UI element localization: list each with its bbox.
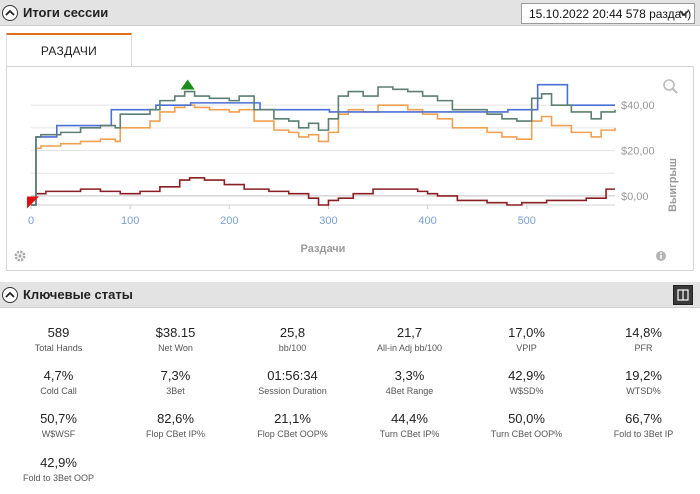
- stat-cell: 3,3% 4Bet Range: [351, 368, 468, 396]
- stat-label: WTSD%: [626, 386, 661, 396]
- stat-cell: 82,6% Flop CBet IP%: [117, 411, 234, 439]
- tab-hands[interactable]: РАЗДАЧИ: [6, 33, 132, 66]
- panel-layout-icon: [677, 289, 689, 301]
- panel-layout-button[interactable]: [673, 285, 693, 305]
- x-tick-label: 100: [121, 215, 139, 227]
- stat-cell: 42,9% W$SD%: [468, 368, 585, 396]
- stat-value: 19,2%: [625, 368, 662, 383]
- info-icon[interactable]: [656, 251, 666, 261]
- stat-label: 3Bet: [166, 386, 185, 396]
- x-tick-label: 200: [220, 215, 238, 227]
- stat-cell: 50,7% W$WSF: [0, 411, 117, 439]
- stat-value: 82,6%: [157, 411, 194, 426]
- stat-cell: 44,4% Turn CBet IP%: [351, 411, 468, 439]
- stat-cell: 589 Total Hands: [0, 325, 117, 353]
- x-axis-label: Раздачи: [301, 243, 346, 255]
- winnings-chart: 0 100 200 300 400 500 $0,00 $20,00 $40,00 Раздач…: [6, 66, 694, 271]
- stat-label: Turn CBet OOP%: [490, 429, 563, 439]
- stat-cell: 4,7% Cold Call: [0, 368, 117, 396]
- stat-label: bb/100: [278, 343, 307, 353]
- x-tick-label: 300: [319, 215, 337, 227]
- gear-icon[interactable]: [14, 250, 26, 262]
- stat-value: 4,7%: [43, 368, 74, 383]
- stat-label: Flop CBet IP%: [145, 429, 206, 439]
- x-tick-label: 400: [418, 215, 436, 227]
- series-line-2: [31, 83, 615, 206]
- stat-value: 50,7%: [40, 411, 77, 426]
- stat-value: 589: [47, 325, 70, 340]
- chevron-up-icon: [5, 9, 15, 16]
- stat-value: 01:56:34: [267, 368, 318, 383]
- marker-up-marker: [180, 79, 195, 90]
- session-summary-header: Итоги сессии 15.10.2022 20:44 578 раздач…: [0, 0, 700, 26]
- marker-down-marker: [26, 196, 39, 209]
- stat-label: All-in Adj bb/100: [376, 343, 443, 353]
- key-stats-title: Ключевые статы: [23, 287, 133, 302]
- y-axis-label: Выигрыш: [667, 158, 679, 212]
- session-selector[interactable]: 15.10.2022 20:44 578 раздач): [521, 3, 695, 24]
- x-tick-label: 0: [28, 215, 34, 227]
- collapse-stats-button[interactable]: [2, 287, 18, 303]
- stat-value: $38.15: [155, 325, 196, 340]
- chevron-up-icon: [5, 291, 15, 298]
- stat-label: Fold to 3Bet OOP: [22, 473, 95, 483]
- stat-cell: 66,7% Fold to 3Bet IP: [585, 411, 700, 439]
- stat-label: W$WSF: [41, 429, 76, 439]
- stat-value: 3,3%: [394, 368, 425, 383]
- stat-cell: $38.15 Net Won: [117, 325, 234, 353]
- stat-label: Flop CBet OOP%: [257, 429, 328, 439]
- stat-cell: 21,7 All-in Adj bb/100: [351, 325, 468, 353]
- stat-cell: 17,0% VPIP: [468, 325, 585, 353]
- stat-cell: 25,8 bb/100: [234, 325, 351, 353]
- stat-value: 7,3%: [160, 368, 191, 383]
- stat-value: 21,7: [396, 325, 423, 340]
- winnings-chart-svg: 0 100 200 300 400 500 $0,00 $20,00 $40,00 Раздач…: [14, 79, 679, 262]
- session-title: Итоги сессии: [23, 5, 109, 20]
- y-tick-label: $0,00: [621, 191, 649, 203]
- chevron-down-icon: [679, 10, 689, 17]
- stat-value: 66,7%: [625, 411, 662, 426]
- stat-cell: 50,0% Turn CBet OOP%: [468, 411, 585, 439]
- stat-value: 42,9%: [40, 455, 77, 470]
- stat-label: Cold Call: [40, 386, 77, 396]
- tab-bar: РАЗДАЧИ: [0, 27, 700, 66]
- stat-cell: 14,8% PFR: [585, 325, 700, 353]
- stat-cell: 21,1% Flop CBet OOP%: [234, 411, 351, 439]
- stat-label: Total Hands: [34, 343, 83, 353]
- series-line-3: [31, 176, 615, 206]
- stat-value: 17,0%: [508, 325, 545, 340]
- stat-cell: 42,9% Fold to 3Bet OOP: [0, 455, 117, 483]
- stat-value: 42,9%: [508, 368, 545, 383]
- stat-cell: 7,3% 3Bet: [117, 368, 234, 396]
- stat-label: PFR: [634, 343, 653, 353]
- magnifier-icon[interactable]: [663, 79, 678, 94]
- stat-value: 44,4%: [391, 411, 428, 426]
- stat-label: Net Won: [158, 343, 193, 353]
- stat-cell: 19,2% WTSD%: [585, 368, 700, 396]
- x-tick-label: 500: [518, 215, 536, 227]
- stat-label: 4Bet Range: [385, 386, 434, 396]
- series-line-1: [31, 104, 616, 206]
- stat-label: Turn CBet IP%: [379, 429, 440, 439]
- session-selector-value: 15.10.2022 20:44 578 раздач): [529, 7, 692, 21]
- stat-label: W$SD%: [509, 386, 544, 396]
- stat-value: 21,1%: [274, 411, 311, 426]
- stat-label: VPIP: [516, 343, 537, 353]
- stat-value: 25,8: [279, 325, 306, 340]
- key-stats-header: Ключевые статы: [0, 282, 700, 308]
- series-line-0: [31, 86, 616, 206]
- stat-value: 14,8%: [625, 325, 662, 340]
- stat-value: 50,0%: [508, 411, 545, 426]
- y-tick-label: $40,00: [621, 100, 655, 112]
- stat-cell: 01:56:34 Session Duration: [234, 368, 351, 396]
- stat-label: Session Duration: [258, 386, 327, 396]
- collapse-session-button[interactable]: [2, 5, 18, 21]
- stat-label: Fold to 3Bet IP: [613, 429, 674, 439]
- y-tick-label: $20,00: [621, 146, 655, 158]
